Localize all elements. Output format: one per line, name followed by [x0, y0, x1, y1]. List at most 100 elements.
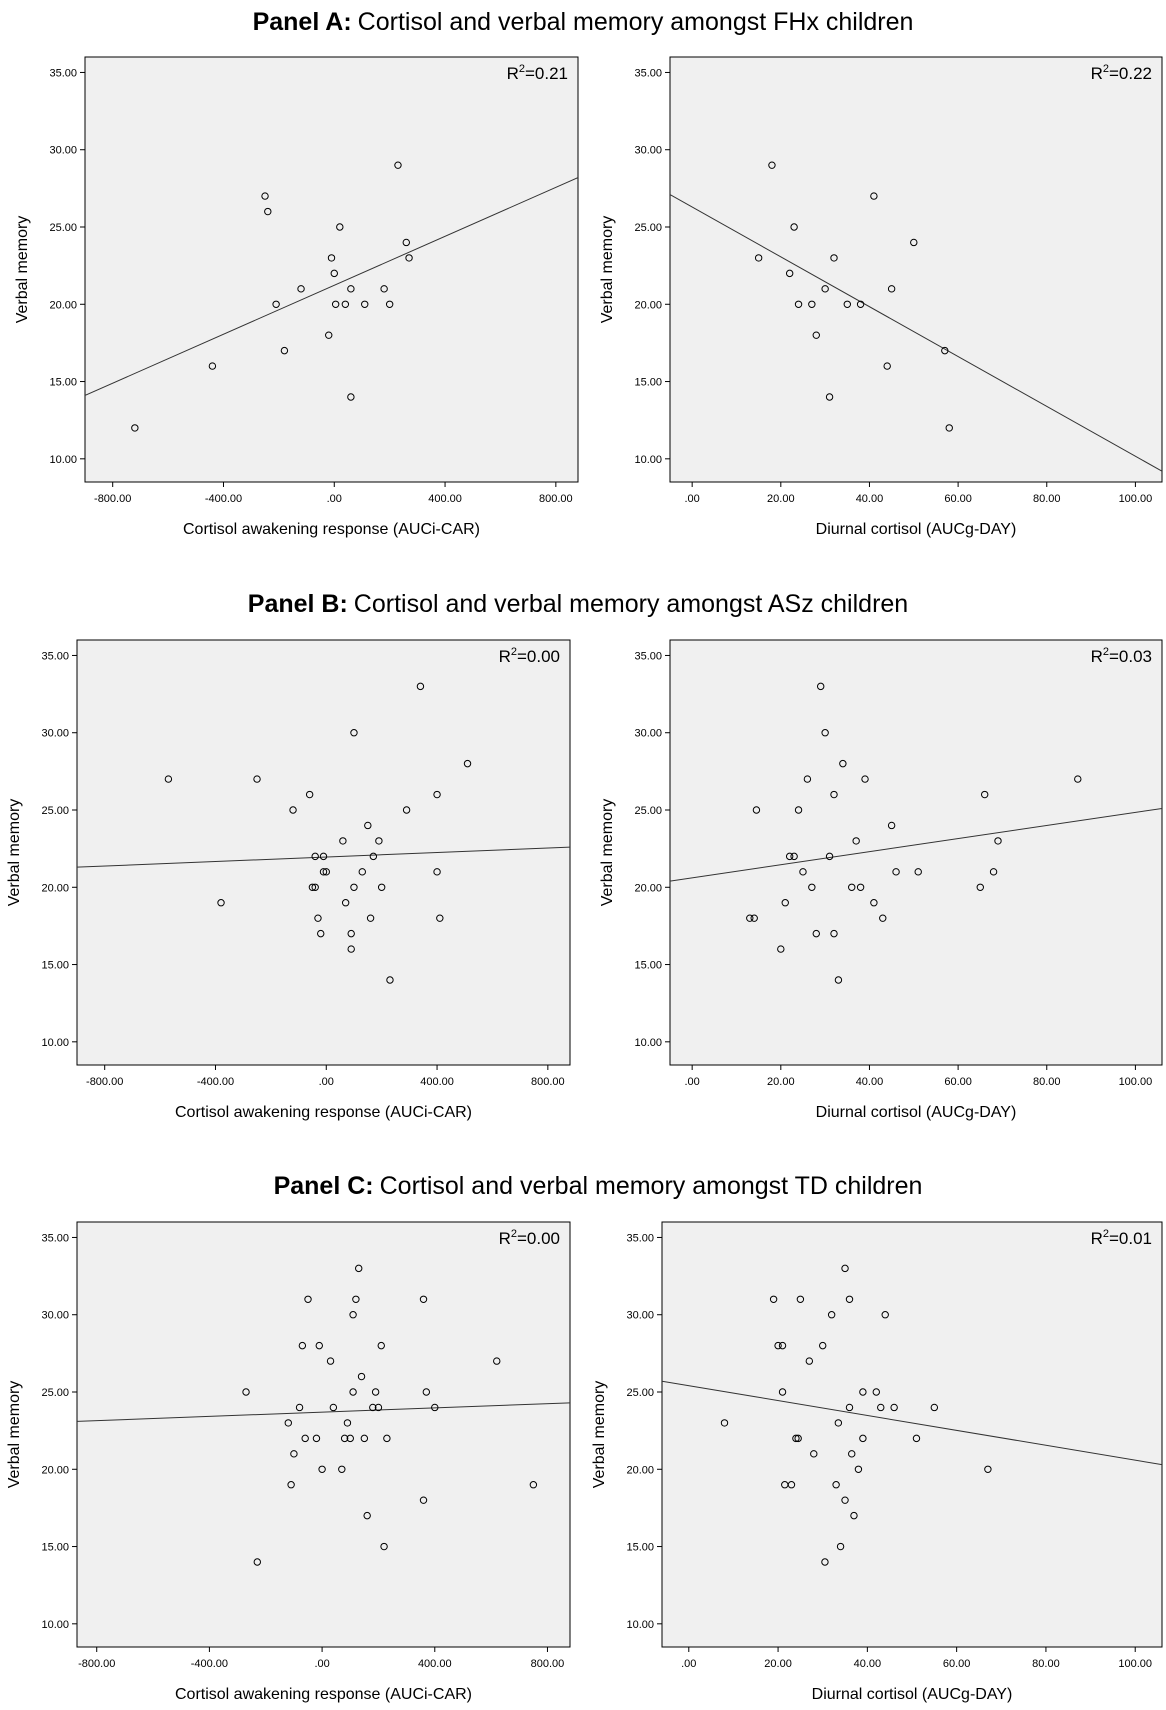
chart-B-car: 10.00 15.00 20.00 25.00 30.00 35.00 -800.00 -40… [6, 639, 571, 1121]
data-point [360, 1434, 369, 1443]
data-point [366, 914, 375, 922]
data-point [841, 1496, 849, 1504]
data-point [850, 1511, 858, 1520]
data-point [768, 161, 776, 169]
data-point [841, 1264, 849, 1273]
data-point [433, 868, 441, 876]
data-point [402, 806, 411, 814]
y-tick-label: 30.00 [49, 145, 77, 157]
panel-c-title: Panel C: Cortisol and verbal memory among… [274, 1172, 923, 1200]
chart-B-day: 10.00 15.00 20.00 25.00 30.00 35.00 .00 20.00 40… [599, 639, 1163, 1121]
x-tick-label: 80.00 [1033, 493, 1061, 505]
data-point [832, 1481, 840, 1489]
data-point [405, 254, 413, 262]
data-point [845, 1295, 854, 1303]
data-point [803, 775, 812, 783]
data-point [346, 1434, 354, 1443]
y-tick-label: 20.00 [41, 882, 69, 894]
data-point [792, 1434, 800, 1443]
data-point [981, 790, 989, 799]
data-point [834, 976, 843, 984]
data-point [812, 331, 820, 339]
data-point [436, 914, 444, 922]
x-axis-label: Diurnal cortisol (AUCg-DAY) [816, 1104, 1017, 1121]
data-point [777, 945, 785, 953]
y-axis-label: Verbal memory [14, 216, 31, 324]
plot-area [661, 1221, 1163, 1648]
y-tick-label: 35.00 [626, 1232, 654, 1244]
x-tick-label: 20.00 [767, 1076, 795, 1088]
chart-C-day: 10.00 15.00 20.00 25.00 30.00 35.00 .00 20.00 40… [591, 1221, 1163, 1703]
x-tick-label: 40.00 [856, 1076, 884, 1088]
data-point [787, 1481, 796, 1489]
data-point [343, 1419, 352, 1427]
x-axis-label: Cortisol awakening response (AUCi-CAR) [175, 1104, 472, 1121]
data-point [311, 852, 319, 861]
data-point [976, 883, 984, 891]
data-point [769, 1295, 778, 1303]
data-point [856, 883, 865, 891]
data-point [242, 1388, 250, 1396]
data-point [284, 1419, 292, 1427]
fit-line [77, 846, 570, 868]
fit-line [670, 194, 1162, 472]
y-tick-label: 20.00 [626, 1464, 654, 1476]
y-tick-label: 25.00 [41, 805, 69, 817]
data-point [825, 852, 834, 861]
x-tick-label: -400.00 [205, 493, 242, 505]
data-point [930, 1403, 939, 1412]
data-point [720, 1419, 729, 1427]
data-point [289, 806, 297, 814]
data-point [746, 914, 754, 922]
data-point [799, 868, 807, 876]
x-axis-label: Cortisol awakening response (AUCi-CAR) [175, 1686, 472, 1703]
data-point [419, 1496, 428, 1504]
y-tick-label: 30.00 [634, 145, 662, 157]
data-point [752, 806, 761, 814]
data-point [870, 899, 878, 907]
data-point [253, 775, 261, 783]
data-point [341, 300, 350, 308]
data-point [808, 300, 816, 308]
data-point [340, 1434, 349, 1443]
data-point [778, 1341, 787, 1350]
panel-b-title: Panel B: Cortisol and verbal memory among… [248, 590, 908, 618]
data-point [529, 1481, 538, 1489]
data-point [336, 223, 344, 231]
panel-a-title-text: Cortisol and verbal memory amongst FHx c… [358, 8, 914, 36]
data-point [338, 1465, 346, 1473]
data-point [945, 424, 953, 432]
fit-line [662, 1380, 1162, 1466]
data-point [131, 424, 139, 432]
data-point [827, 1311, 836, 1319]
data-point [848, 1450, 856, 1458]
x-tick-label: .00 [685, 493, 700, 505]
data-point [319, 868, 328, 876]
y-axis-label: Verbal memory [591, 1381, 608, 1489]
data-point [318, 1465, 326, 1473]
data-point [350, 729, 358, 737]
data-point [856, 300, 865, 308]
y-tick-label: 35.00 [41, 650, 69, 662]
data-point [790, 852, 798, 861]
data-point [350, 883, 358, 891]
data-point [859, 1434, 867, 1443]
y-tick-label: 15.00 [41, 960, 69, 972]
x-tick-label: 60.00 [944, 1076, 972, 1088]
y-axis-label: Verbal memory [599, 799, 616, 907]
r-squared-label: R2=0.21 [507, 63, 568, 83]
data-point [754, 254, 763, 262]
data-point [794, 1434, 802, 1443]
data-point [371, 1388, 380, 1396]
x-axis-label: Cortisol awakening response (AUCi-CAR) [183, 521, 480, 538]
data-point [781, 899, 789, 907]
x-tick-label: 400.00 [420, 1076, 454, 1088]
data-point [810, 1450, 818, 1458]
panel-a-title: Panel A: Cortisol and verbal memory among… [253, 8, 914, 36]
x-tick-label: 80.00 [1032, 1658, 1060, 1670]
data-point [304, 1295, 312, 1303]
data-point [347, 393, 355, 401]
y-tick-label: 10.00 [41, 1037, 69, 1049]
data-point [383, 1434, 391, 1443]
